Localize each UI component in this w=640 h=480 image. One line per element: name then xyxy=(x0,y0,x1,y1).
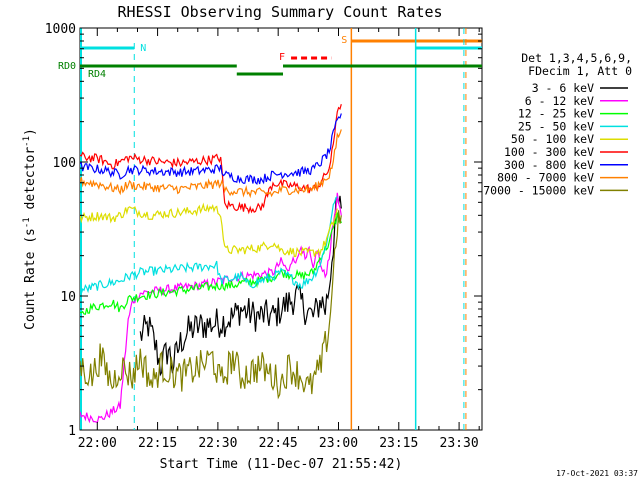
rd0-label: RD0 xyxy=(58,61,76,72)
legend-label: 7000 - 15000 keV xyxy=(483,183,594,197)
y-tick-label: 1000 xyxy=(45,22,76,37)
series-line-7 xyxy=(80,129,342,199)
rd4-label: RD4 xyxy=(88,69,106,80)
series-line-2 xyxy=(80,212,342,315)
flare-flag-label: F xyxy=(279,52,285,63)
night-flag-label: N xyxy=(140,43,146,54)
legend: Det 1,3,4,5,6,9,FDecim 1, Att 0 3 - 6 keV… xyxy=(483,51,632,197)
y-tick-label: 1 xyxy=(68,424,76,439)
legend-header: FDecim 1, Att 0 xyxy=(528,64,632,78)
legend-label: 12 - 25 keV xyxy=(518,107,594,121)
legend-label: 25 - 50 keV xyxy=(518,119,594,133)
legend-label: 100 - 300 keV xyxy=(504,145,594,159)
series-line-5 xyxy=(80,104,342,215)
x-tick-label: 22:00 xyxy=(78,436,117,451)
series-line-8 xyxy=(80,210,342,400)
legend-header: Det 1,3,4,5,6,9, xyxy=(521,51,632,65)
legend-label: 800 - 7000 keV xyxy=(497,171,594,185)
x-tick-label: 23:30 xyxy=(440,436,479,451)
y-tick-label: 100 xyxy=(53,156,76,171)
x-tick-label: 23:15 xyxy=(379,436,418,451)
timestamp: 17-Oct-2021 03:37 xyxy=(556,469,638,478)
series-line-0 xyxy=(139,195,342,377)
legend-label: 300 - 800 keV xyxy=(504,158,594,172)
legend-label: 3 - 6 keV xyxy=(532,81,594,95)
x-tick-label: 22:30 xyxy=(198,436,237,451)
legend-label: 50 - 100 keV xyxy=(511,132,594,146)
y-tick-label: 10 xyxy=(60,290,76,305)
x-axis-label: Start Time (11-Dec-07 21:55:42) xyxy=(160,457,403,472)
series-line-1 xyxy=(80,192,342,424)
x-tick-label: 22:15 xyxy=(138,436,177,451)
plot-area xyxy=(79,27,483,431)
series-line-6 xyxy=(80,113,342,186)
saa-flag-label: S xyxy=(341,35,347,46)
x-tick-label: 22:45 xyxy=(259,436,298,451)
legend-label: 6 - 12 keV xyxy=(525,94,594,108)
series-line-3 xyxy=(80,196,338,296)
chart-title: RHESSI Observing Summary Count Rates xyxy=(117,3,442,21)
series-line-4 xyxy=(80,202,338,258)
x-tick-label: 23:00 xyxy=(319,436,358,451)
y-axis-label: Count Rate (s-1 detector-1) xyxy=(22,128,38,330)
